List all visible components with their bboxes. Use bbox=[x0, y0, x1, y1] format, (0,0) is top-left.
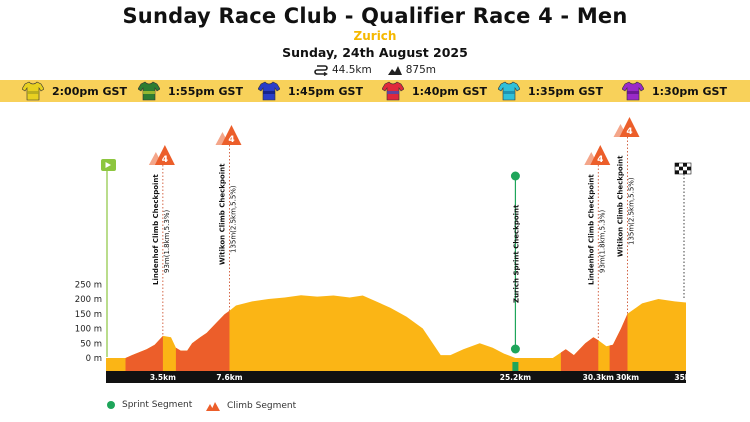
legend-sprint-label: Sprint Segment bbox=[122, 400, 193, 410]
elevation-profile-chart: 250 m 200 m 150 m 100 m 50 m 0 m 3.5km 7.6km 25.… bbox=[75, 117, 698, 383]
climb-checkpoint-detail: 135m(2.5km,5.5%) bbox=[229, 185, 237, 253]
climb-segment bbox=[560, 337, 599, 371]
race-date: Sunday, 24th August 2025 bbox=[282, 45, 468, 60]
jersey-start-time: 2:00pm GST bbox=[52, 84, 127, 98]
red-jersey-icon bbox=[382, 81, 404, 101]
climb-checkpoint-name: Witikon Climb Checkpoint bbox=[218, 163, 226, 265]
jersey-start-item: 1:40pm GST bbox=[382, 80, 487, 102]
jersey-start-item: 1:45pm GST bbox=[258, 80, 363, 102]
finish-flag-check bbox=[683, 163, 687, 167]
sprint-dot-icon bbox=[107, 401, 115, 409]
climb-category-label: 4 bbox=[597, 155, 603, 165]
distance-stat: 44.5km bbox=[314, 64, 372, 76]
y-tick-label: 0 m bbox=[86, 354, 102, 364]
y-tick-label: 200 m bbox=[75, 295, 102, 305]
climb-checkpoint-name: Witikon Climb Checkpoint bbox=[617, 155, 625, 257]
jersey-start-item: 1:55pm GST bbox=[138, 80, 243, 102]
play-icon bbox=[105, 162, 111, 168]
mountain-elevation-icon bbox=[387, 65, 402, 75]
climb-marker-icon bbox=[619, 117, 640, 137]
jersey-start-time: 1:45pm GST bbox=[288, 84, 363, 98]
x-tick-label: 7.6km bbox=[216, 373, 242, 382]
sprint-marker-icon bbox=[510, 171, 520, 181]
legend-climb-label: Climb Segment bbox=[227, 401, 297, 411]
sprint-checkpoint-name: Zurich Sprint Checkpoint bbox=[512, 204, 520, 303]
x-tick-label: 3.5km bbox=[150, 373, 176, 382]
finish-flag-check bbox=[679, 166, 683, 171]
jersey-start-item: 1:35pm GST bbox=[498, 80, 603, 102]
blue-jersey-icon bbox=[258, 81, 280, 101]
race-stats: 44.5km 875m bbox=[0, 64, 750, 76]
climb-segment bbox=[175, 310, 230, 371]
route-distance-icon bbox=[314, 64, 328, 76]
elevation-stat: 875m bbox=[387, 64, 436, 76]
y-tick-label: 50 m bbox=[80, 339, 102, 349]
x-tick-label: 30km bbox=[616, 373, 639, 382]
start-times-band bbox=[0, 80, 750, 102]
climb-checkpoint-name: Lindenhof Climb Checkpoint bbox=[152, 174, 160, 285]
jersey-start-time: 1:40pm GST bbox=[412, 84, 487, 98]
climb-marker-icon bbox=[154, 145, 175, 165]
page-title: Sunday Race Club - Qualifier Race 4 - Me… bbox=[122, 4, 628, 28]
yellow-jersey-icon bbox=[22, 81, 44, 101]
climb-marker-icon bbox=[221, 125, 242, 145]
climb-category-label: 4 bbox=[228, 135, 234, 145]
legend-climb: Climb Segment bbox=[205, 400, 296, 412]
climb-checkpoint-detail: 93m(1.8km,5.3%) bbox=[598, 210, 606, 273]
climb-category-label: 4 bbox=[162, 155, 168, 165]
climb-category-label: 4 bbox=[626, 127, 632, 137]
finish-flag-check bbox=[675, 163, 679, 167]
x-tick-label: 30.3km bbox=[583, 373, 614, 382]
elevation-area bbox=[106, 295, 686, 371]
y-tick-label: 100 m bbox=[75, 325, 102, 335]
elevation-value: 875m bbox=[405, 64, 436, 76]
sprint-marker-icon bbox=[510, 344, 520, 354]
jersey-start-item: 1:30pm GST bbox=[622, 80, 727, 102]
finish-flag-check bbox=[683, 170, 687, 175]
y-tick-label: 250 m bbox=[75, 280, 102, 290]
climb-segment bbox=[125, 335, 163, 371]
finish-flag-check bbox=[675, 170, 679, 175]
jersey-start-time: 1:30pm GST bbox=[652, 84, 727, 98]
jersey-start-time: 1:55pm GST bbox=[168, 84, 243, 98]
jersey-start-item: 2:00pm GST bbox=[22, 80, 127, 102]
climb-marker-icon bbox=[590, 145, 611, 165]
x-tick-label: 35km bbox=[674, 373, 697, 382]
climb-checkpoint-detail: 93m(1.8km,5.3%) bbox=[163, 210, 171, 273]
sprint-segment-bar bbox=[512, 362, 519, 371]
green-jersey-icon bbox=[138, 81, 160, 101]
purple-jersey-icon bbox=[622, 81, 644, 101]
x-tick-label: 25.2km bbox=[500, 373, 531, 382]
jersey-start-time: 1:35pm GST bbox=[528, 84, 603, 98]
climb-triangle-icon bbox=[206, 402, 220, 411]
y-tick-label: 150 m bbox=[75, 310, 102, 320]
distance-axis-bar bbox=[106, 371, 686, 383]
climb-segment bbox=[609, 313, 628, 371]
race-location: Zurich bbox=[353, 29, 397, 43]
climb-checkpoint-detail: 135m(2.5km,5.5%) bbox=[628, 177, 636, 245]
legend-sprint: Sprint Segment bbox=[106, 400, 192, 410]
climb-checkpoint-name: Lindenhof Climb Checkpoint bbox=[587, 174, 595, 285]
distance-value: 44.5km bbox=[332, 64, 372, 76]
finish-flag-check bbox=[687, 166, 691, 171]
cyan-jersey-icon bbox=[498, 81, 520, 101]
